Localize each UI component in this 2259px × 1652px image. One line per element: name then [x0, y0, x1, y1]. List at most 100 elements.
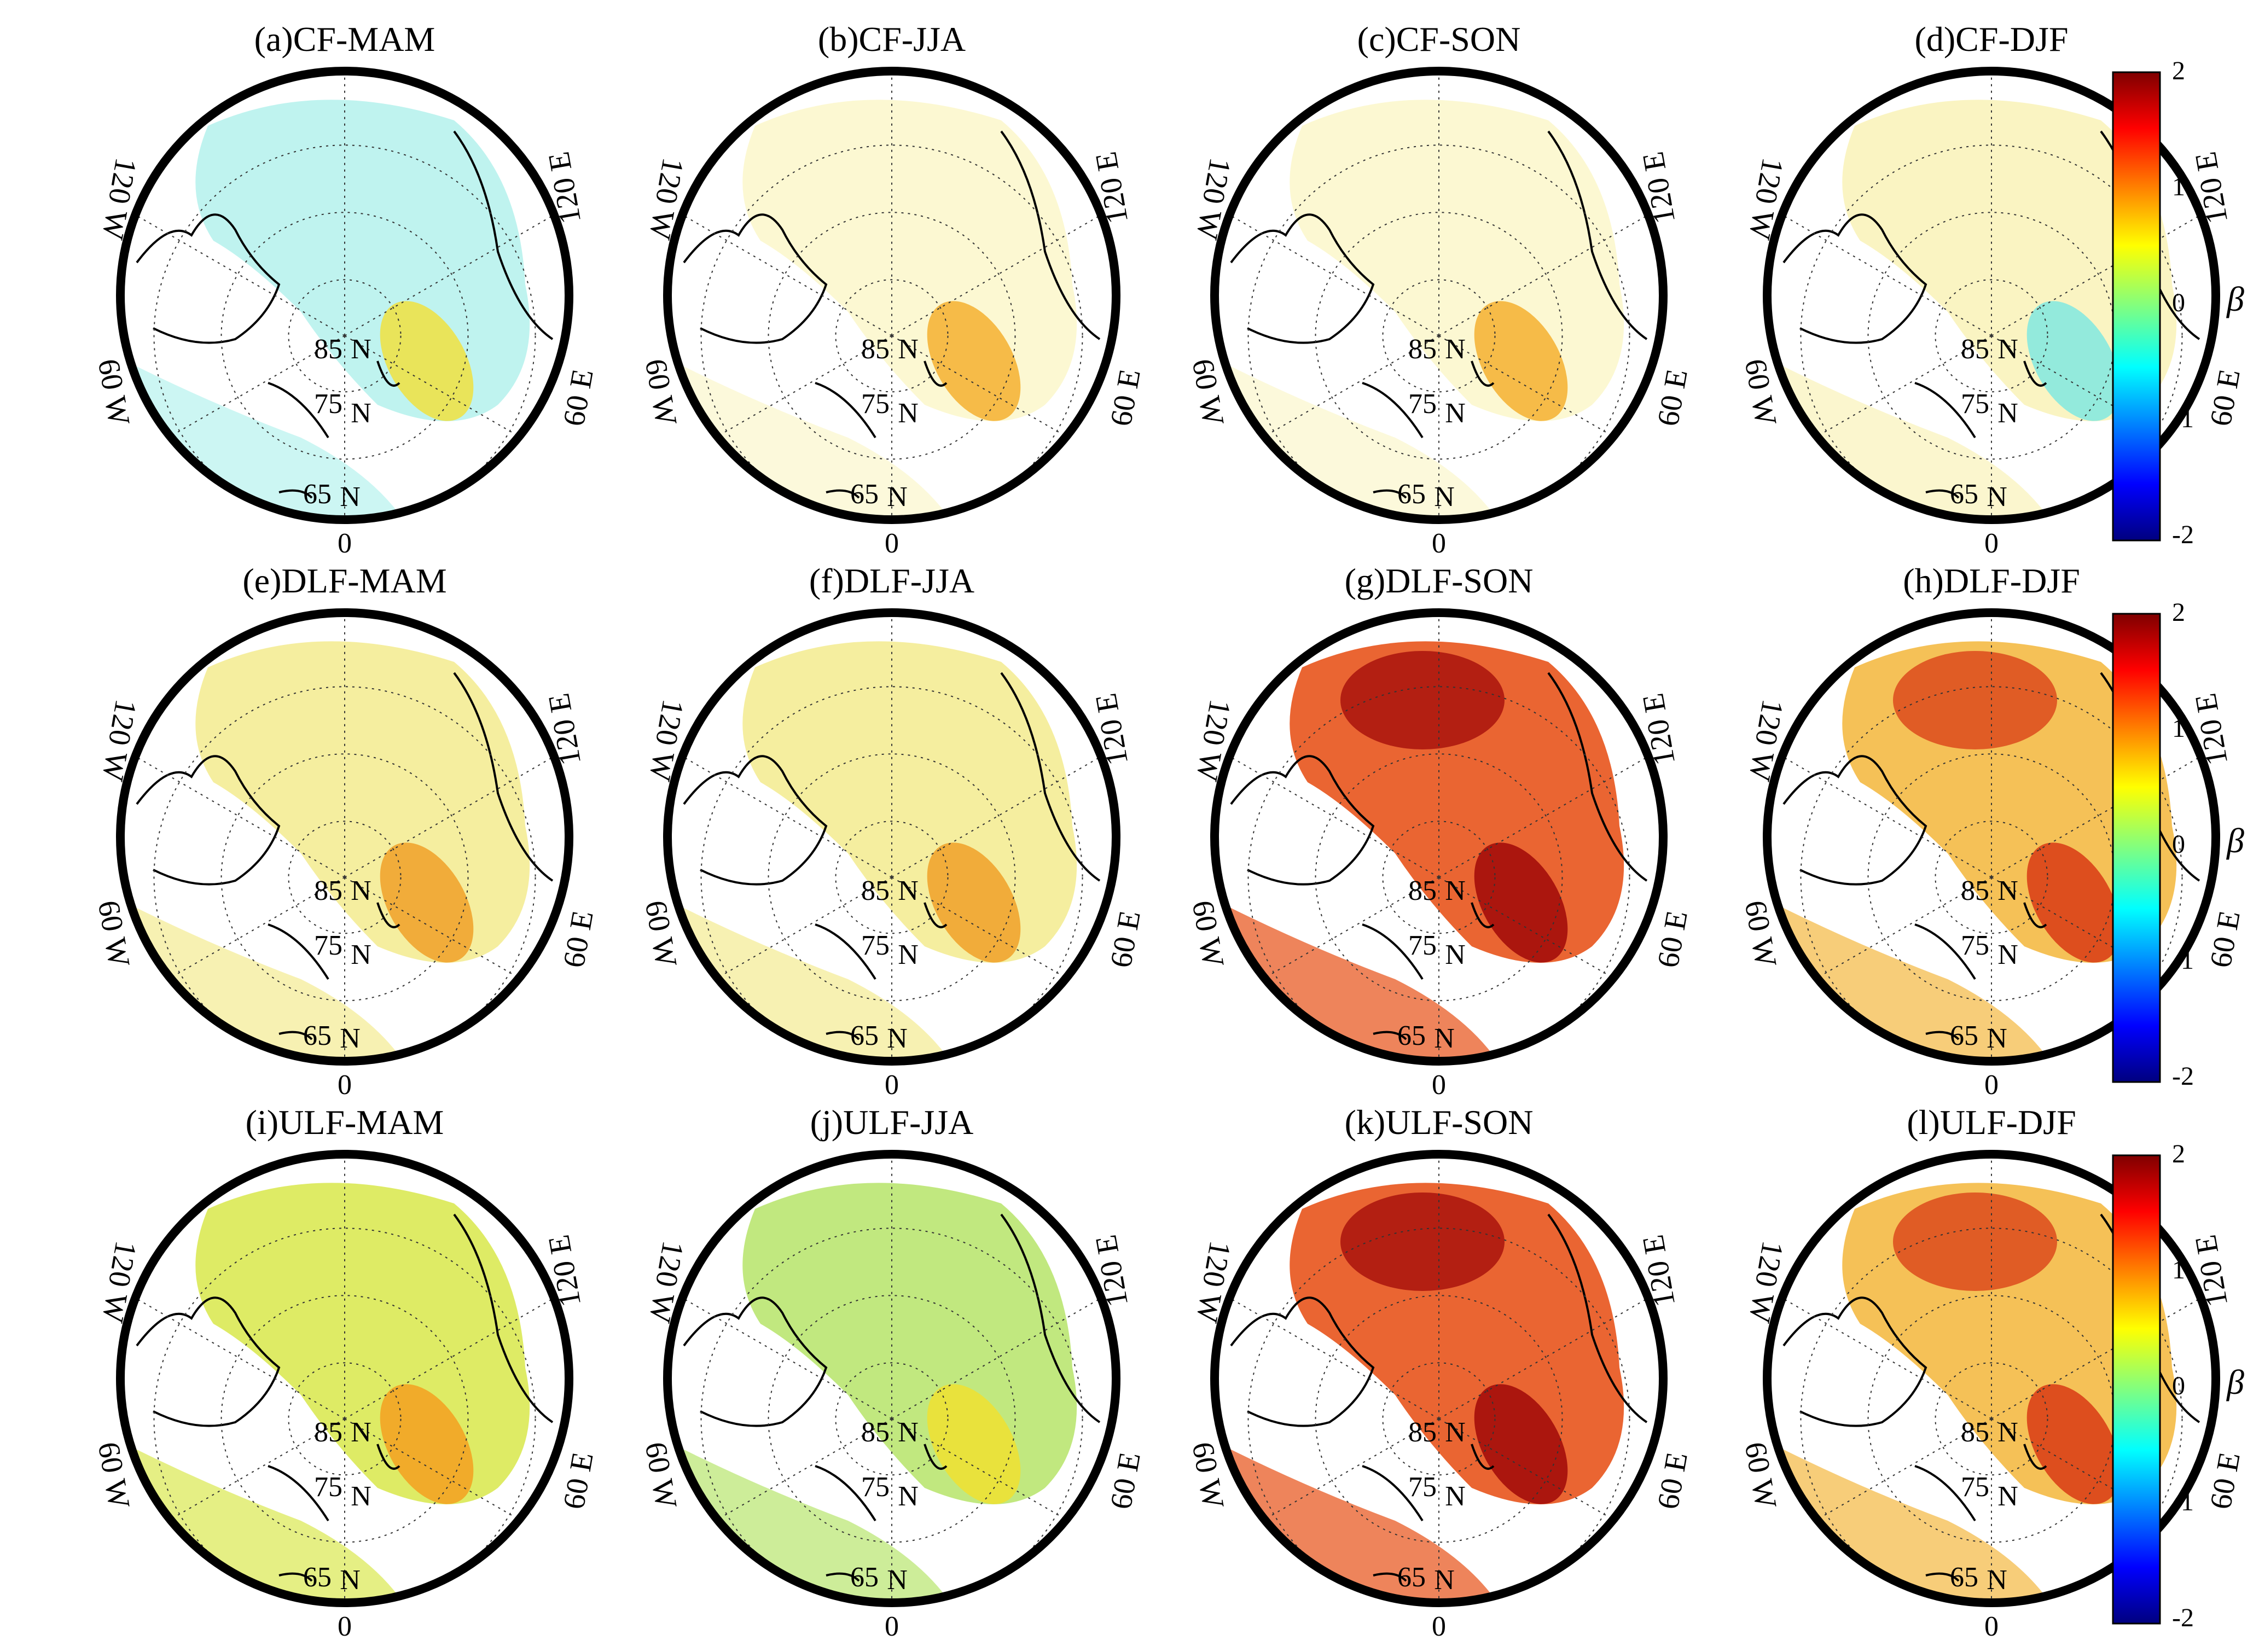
- coastline: [683, 130, 1101, 499]
- map-frame: [116, 67, 573, 524]
- lat-label-75: 75: [1408, 388, 1437, 420]
- lat-label-65: 65: [1950, 1020, 1978, 1051]
- latitude-circle: [288, 821, 402, 934]
- lat-label-65: 65: [1397, 479, 1426, 510]
- hotspot: [1893, 651, 2057, 749]
- lat-label-n: N: [898, 398, 919, 429]
- map-panel: (c)CF-SON 85 N 75 N 65 N 0 60 W 120 W 60 E 120 E: [1165, 20, 1712, 569]
- lat-label-85: 85: [1408, 875, 1437, 906]
- lat-label-75: 75: [861, 388, 890, 420]
- lat-label-n: N: [1997, 398, 2018, 429]
- latitude-circle: [835, 1362, 949, 1476]
- lon-label-0: 0: [338, 1069, 352, 1100]
- map-frame: [116, 608, 573, 1066]
- colorbar-label: β: [2227, 1363, 2244, 1401]
- lat-label-85: 85: [861, 334, 890, 365]
- map-panel: (f)DLF-JJA 85 N 75 N 65 N 0 60 W 120 W 60 E 120 E: [618, 561, 1165, 1110]
- lon-label-60e: 60 E: [557, 367, 600, 428]
- lat-label-65: 65: [1950, 479, 1978, 510]
- coastline: [136, 1213, 554, 1582]
- panel-title: (l)ULF-DJF: [1907, 1103, 2076, 1142]
- latitude-circle: [153, 1228, 536, 1603]
- lat-label-85: 85: [1961, 334, 1989, 365]
- latitude-circle: [700, 1228, 1083, 1603]
- lat-label-65: 65: [1950, 1562, 1978, 1593]
- lat-label-75: 75: [861, 1471, 890, 1503]
- lat-label-n: N: [340, 1023, 361, 1054]
- map-panel: (l)ULF-DJF 85 N 75 N 65 N 0 60 W 120 W 60 E 120 E: [1718, 1103, 2259, 1652]
- map-panel: (d)CF-DJF 85 N 75 N 65 N 0 60 W 120 W 60 E 120 E: [1718, 20, 2259, 569]
- map-frame: [1763, 67, 2220, 524]
- panel-title: (h)DLF-DJF: [1903, 561, 2080, 600]
- panel-title: (d)CF-DJF: [1914, 20, 2069, 59]
- colorbar: 2 1 0 -1 -2 β: [2112, 56, 2259, 549]
- map-frame: [1763, 1150, 2220, 1607]
- lat-label-75: 75: [1408, 930, 1437, 961]
- lon-label-0: 0: [1432, 1611, 1446, 1641]
- coastline: [1230, 1213, 1648, 1582]
- map-frame: [663, 1150, 1120, 1607]
- colorbar-tick: 0: [2172, 1371, 2185, 1400]
- lon-label-60e: 60 E: [1651, 908, 1694, 970]
- colorbar-gradient: [2112, 613, 2161, 1083]
- hotspot: [2026, 301, 2121, 421]
- colorbar-tick: -1: [2172, 1487, 2194, 1516]
- lat-label-85: 85: [1408, 334, 1437, 365]
- colorbar-tick: -2: [2172, 1062, 2194, 1091]
- colorbar-tick: -1: [2172, 404, 2194, 433]
- latitude-circle: [220, 212, 469, 460]
- lat-label-n: N: [1987, 1564, 2007, 1596]
- lat-label-65: 65: [303, 1020, 332, 1051]
- lon-label-60e: 60 E: [1651, 367, 1694, 428]
- lon-label-60e: 60 E: [557, 1450, 600, 1511]
- lat-label-75: 75: [314, 930, 342, 961]
- lat-label-n: N: [351, 939, 371, 970]
- latitude-circle: [1935, 1362, 2048, 1476]
- hotspot: [2026, 842, 2121, 963]
- lat-label-65: 65: [303, 479, 332, 510]
- lat-label-85: 85: [314, 1417, 342, 1448]
- latitude-circle: [1800, 1228, 2183, 1603]
- lat-label-65: 65: [850, 479, 879, 510]
- lat-label-75: 75: [314, 1471, 342, 1503]
- map-frame: [116, 1150, 573, 1607]
- lat-label-75: 75: [1961, 930, 1989, 961]
- colorbar-tick: -2: [2172, 1603, 2194, 1632]
- latitude-circle: [700, 144, 1083, 520]
- lat-label-65: 65: [303, 1562, 332, 1593]
- coastline: [1230, 130, 1648, 499]
- lon-label-60e: 60 E: [1104, 1450, 1147, 1511]
- latitude-circle: [153, 144, 536, 520]
- latitude-circle: [1382, 1362, 1496, 1476]
- latitude-circle: [700, 686, 1083, 1061]
- lat-label-n: N: [340, 481, 361, 513]
- hotspot: [2026, 1384, 2121, 1504]
- colorbar-tick: 1: [2172, 172, 2185, 201]
- map-frame: [1763, 608, 2220, 1066]
- lon-label-0: 0: [885, 528, 899, 558]
- hotspot: [1340, 1193, 1505, 1291]
- hotspot: [1474, 842, 1568, 963]
- lat-label-75: 75: [1961, 1471, 1989, 1503]
- colorbar-tick: 1: [2172, 714, 2185, 743]
- lat-label-85: 85: [314, 334, 342, 365]
- lon-label-0: 0: [1432, 528, 1446, 558]
- latitude-circle: [768, 1295, 1016, 1543]
- map-panel: (e)DLF-MAM 85 N 75 N 65 N 0 60 W 120 W 60 E 120 E: [71, 561, 618, 1110]
- colorbar-tick: -1: [2172, 946, 2194, 975]
- colorbar-gradient: [2112, 1154, 2161, 1625]
- lat-label-85: 85: [314, 875, 342, 906]
- latitude-circle: [288, 1362, 402, 1476]
- hotspot: [927, 1384, 1021, 1504]
- panel-title: (g)DLF-SON: [1344, 561, 1534, 600]
- lat-label-75: 75: [314, 388, 342, 420]
- lon-label-0: 0: [338, 1611, 352, 1641]
- latitude-circle: [288, 279, 402, 393]
- lat-label-n: N: [1445, 1481, 1466, 1512]
